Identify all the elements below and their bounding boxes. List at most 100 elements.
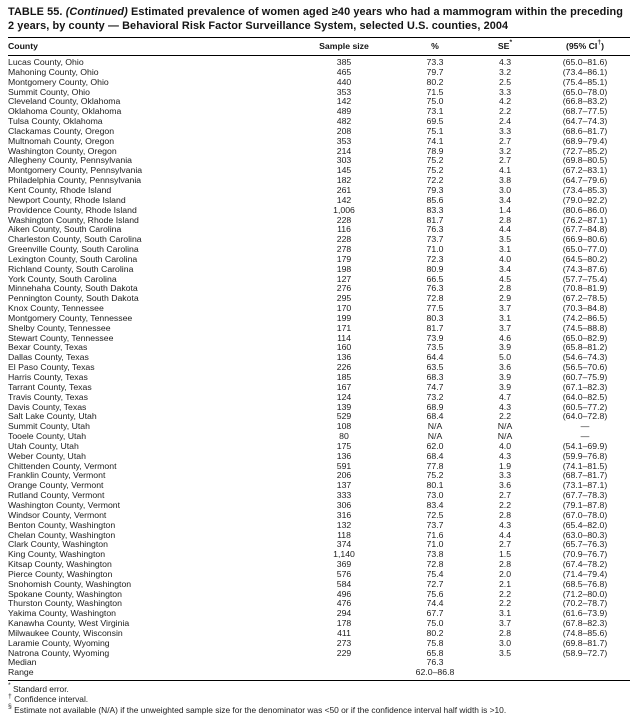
cell-ci: (65.0–82.9): [562, 333, 608, 343]
cell-n: 276: [336, 284, 352, 294]
cell-se: 2.8: [498, 510, 512, 520]
cell-ci: (63.0–80.3): [562, 530, 608, 540]
cell-ci: (74.2–86.5): [562, 313, 608, 323]
cell-n: 114: [337, 333, 351, 343]
cell-pct: 75.0: [426, 619, 444, 629]
cell-ci: (64.5–80.2): [562, 254, 608, 264]
table-row: Pierce County, Washington 576 75.4 2.0 (71.4…: [8, 570, 630, 580]
cell-ci: (54.6–74.3): [562, 353, 608, 363]
cell-county: Median: [8, 658, 37, 668]
cell-pct: 71.6: [426, 530, 444, 540]
cell-county: Greenville County, South Carolina: [8, 245, 139, 255]
cell-pct: 62.0: [426, 441, 444, 451]
cell-n: 591: [336, 461, 352, 471]
cell-county: Pennington County, South Dakota: [8, 294, 139, 304]
table-row: Salt Lake County, Utah 529 68.4 2.2 (64.0–72…: [8, 412, 630, 422]
cell-pct: 74.1: [426, 136, 444, 146]
table-row: Clark County, Washington 374 71.0 2.7 (65.7–…: [8, 540, 630, 550]
cell-n: 333: [336, 491, 352, 501]
cell-county: Multnomah County, Oregon: [8, 136, 115, 146]
cell-se: 3.0: [498, 185, 512, 195]
cell-se: 3.7: [498, 304, 512, 314]
cell-ci: (73.4–86.1): [562, 67, 608, 77]
cell-county: Range: [8, 668, 34, 678]
cell-se: 2.7: [498, 540, 512, 550]
cell-n: 136: [336, 451, 352, 461]
cell-county: Milwaukee County, Wisconsin: [8, 628, 123, 638]
cell-n: 208: [336, 126, 352, 136]
cell-n: 294: [336, 609, 352, 619]
cell-se: 2.7: [498, 156, 512, 166]
cell-se: 2.8: [498, 628, 512, 638]
cell-pct: 75.8: [426, 638, 444, 648]
cell-county: Davis County, Texas: [8, 402, 87, 412]
cell-n: 584: [336, 579, 352, 589]
cell-county: Minnehaha County, South Dakota: [8, 284, 138, 294]
cell-ci: (70.3–84.8): [562, 304, 608, 314]
cell-pct: 75.6: [426, 589, 444, 599]
cell-ci: (68.9–79.4): [562, 136, 608, 146]
cell-ci: (69.8–80.5): [562, 156, 608, 166]
cell-county: Summit County, Utah: [8, 422, 90, 432]
cell-county: Natrona County, Wyoming: [8, 648, 110, 658]
cell-ci: (68.7–77.5): [562, 107, 608, 117]
table-row: Tarrant County, Texas 167 74.7 3.9 (67.1–82.…: [8, 383, 630, 393]
cell-n: 228: [336, 235, 352, 245]
cell-se: [470, 668, 540, 680]
cell-pct: 72.3: [426, 254, 444, 264]
cell-se: 2.8: [498, 284, 512, 294]
cell-ci: (64.7–79.6): [562, 176, 608, 186]
cell-ci: (73.4–85.3): [562, 185, 608, 195]
table-row: Dallas County, Texas 136 64.4 5.0 (54.6–74.3…: [8, 353, 630, 363]
cell-n: [288, 668, 400, 680]
column-header-se: SE*: [470, 37, 540, 56]
table-row: Milwaukee County, Wisconsin 411 80.2 2.8 (74…: [8, 629, 630, 639]
cell-county: Salt Lake County, Utah: [8, 412, 97, 422]
cell-pct: 80.1: [426, 481, 444, 491]
cell-pct: 78.9: [426, 146, 444, 156]
cell-se: N/A: [497, 432, 513, 442]
cell-ci: (67.1–82.3): [562, 382, 608, 392]
table-title-text: Estimated prevalence of women aged ≥40 y…: [8, 6, 624, 32]
table-title: TABLE 55. (Continued) Estimated prevalen…: [8, 6, 630, 33]
cell-se: 2.5: [498, 77, 512, 87]
table-row: Cleveland County, Oklahoma 142 75.0 4.2 (66.…: [8, 97, 630, 107]
cell-ci: (65.0–78.0): [562, 87, 608, 97]
cell-county: Kanawha County, West Virginia: [8, 619, 130, 629]
cell-county: Philadelphia County, Pennsylvania: [8, 176, 142, 186]
table-number: TABLE 55.: [8, 6, 63, 18]
cell-se: 4.3: [498, 402, 512, 412]
cell-ci: (72.7–85.2): [562, 146, 608, 156]
cell-se: 4.2: [498, 97, 512, 107]
table-row: Summit County, Ohio 353 71.5 3.3 (65.0–78.0): [8, 88, 630, 98]
cell-ci: (60.5–77.2): [562, 402, 608, 412]
cell-ci: [540, 668, 630, 680]
cell-ci: (57.7–75.4): [562, 274, 608, 284]
cell-se: 4.1: [498, 166, 512, 176]
cell-se: 3.5: [498, 235, 512, 245]
cell-se: N/A: [497, 422, 513, 432]
cell-county: Washington County, Oregon: [8, 146, 117, 156]
header-row: County Sample size% SE* (95% CI†): [8, 37, 630, 56]
cell-n: 124: [336, 392, 352, 402]
cell-ci: (67.8–82.3): [562, 619, 608, 629]
table-row: Minnehaha County, South Dakota 276 76.3 2.8…: [8, 284, 630, 294]
cell-pct: N/A: [427, 432, 443, 442]
cell-se: 5.0: [498, 353, 512, 363]
cell-ci: (64.0–82.5): [562, 392, 608, 402]
cell-se: 2.7: [498, 491, 512, 501]
cell-n: 214: [336, 146, 352, 156]
cell-se: 4.6: [498, 333, 512, 343]
table-row: Yakima County, Washington 294 67.7 3.1 (61.6…: [8, 609, 630, 619]
cell-ci: (65.0–77.0): [562, 245, 608, 255]
cell-ci: (68.7–81.7): [562, 471, 608, 481]
cell-pct: 73.5: [426, 343, 444, 353]
cell-se: 3.2: [498, 146, 512, 156]
cell-pct: 73.3: [426, 57, 444, 67]
cell-ci: (61.6–73.9): [562, 609, 608, 619]
cell-pct: 76.3: [426, 658, 444, 668]
cell-pct: 80.2: [426, 628, 444, 638]
cell-ci: (74.5–88.8): [562, 323, 608, 333]
cell-county: Montgomery County, Pennsylvania: [8, 166, 143, 176]
cell-n: 132: [336, 520, 352, 530]
